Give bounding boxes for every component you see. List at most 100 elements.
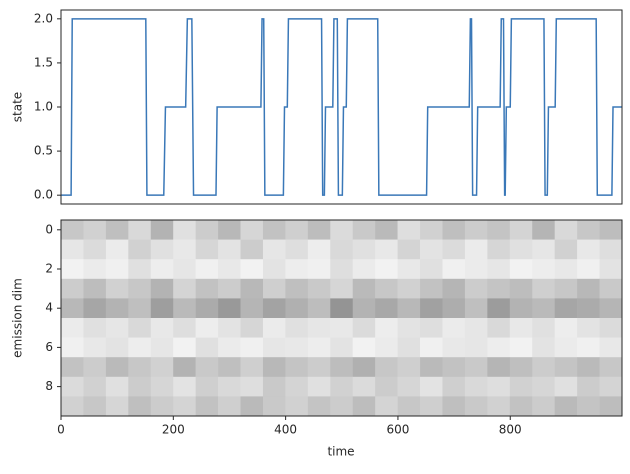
heatmap-cell [599,318,623,338]
heatmap-cell [442,259,466,280]
heatmap-cell [105,318,129,338]
heatmap-cell [285,357,309,378]
heatmap-cell [397,396,421,417]
heatmap-cell [150,239,174,260]
heatmap-cell [195,278,219,299]
heatmap-cell [128,337,152,358]
heatmap-cell [195,239,219,260]
heatmap-cell [307,278,331,299]
heatmap-cell [487,318,511,338]
heatmap-cell [150,376,174,397]
heatmap-cell [173,396,196,417]
heatmap-cell [61,357,84,378]
heatmap-cell [150,337,174,358]
heatmap-cell [218,337,241,358]
heatmap-cell [285,259,309,280]
heatmap-cell [509,318,533,338]
heatmap-cell [397,357,421,378]
heatmap-cell [509,278,533,299]
heatmap-cell [61,376,84,397]
heatmap-cell [464,357,488,378]
heatmap-cell [330,337,354,358]
heatmap-cell [509,239,533,260]
heatmap-cell [195,318,219,338]
heatmap-cell [105,239,129,260]
heatmap-cell [61,396,84,417]
heatmap-cell [554,220,578,240]
heatmap-cell [307,259,331,280]
y-tick-label: 0.5 [34,144,53,158]
x-tick-label: 200 [162,423,185,437]
y-axis-label: emission dim [11,278,25,358]
heatmap-cell [577,357,600,378]
heatmap-cell [375,278,398,299]
heatmap-cell [173,376,196,397]
heatmap-cell [240,298,264,319]
heatmap-cell [532,376,555,397]
heatmap-cell [83,376,107,397]
heatmap-cell [330,239,354,260]
heatmap-cell [375,259,398,280]
heatmap-cell [599,278,623,299]
heatmap-cell [285,396,309,417]
heatmap-cell [218,239,241,260]
heatmap-cell [218,278,241,299]
heatmap-cell [307,298,331,319]
heatmap-cell [105,396,129,417]
heatmap-cell [307,220,331,240]
heatmap-cell [61,318,84,338]
heatmap-cell [599,337,623,358]
heatmap-cell [352,337,376,358]
heatmap-cell [128,396,152,417]
heatmap-cell [554,396,578,417]
heatmap-cell [352,396,376,417]
heatmap-cell [509,259,533,280]
heatmap-cell [195,357,219,378]
heatmap-cell [128,357,152,378]
heatmap-cell [195,376,219,397]
heatmap-cell [218,259,241,280]
heatmap-cell [83,396,107,417]
heatmap-cell [262,259,286,280]
heatmap-cell [150,220,174,240]
heatmap-cell [532,318,555,338]
heatmap-cell [105,259,129,280]
y-tick-label: 4 [45,301,53,315]
heatmap-cell [420,298,443,319]
x-tick-label: 400 [274,423,297,437]
heatmap-cell [532,357,555,378]
heatmap-cell [173,259,196,280]
heatmap-cell [195,220,219,240]
heatmap-cell [240,259,264,280]
heatmap-cell [330,357,354,378]
heatmap-cell [577,396,600,417]
heatmap-cell [285,298,309,319]
heatmap-cell [442,357,466,378]
heatmap-cell [509,220,533,240]
y-tick-label: 2 [45,262,53,276]
heatmap-cell [240,337,264,358]
heatmap-cell [532,278,555,299]
heatmap-cell [442,239,466,260]
heatmap-cell [195,298,219,319]
heatmap-cell [150,357,174,378]
heatmap-cell [150,298,174,319]
heatmap-cell [599,396,623,417]
heatmap-cell [375,239,398,260]
heatmap-cell [352,318,376,338]
heatmap-cell [352,376,376,397]
heatmap-cell [307,318,331,338]
axes-frame [60,9,623,205]
heatmap-cell [397,376,421,397]
heatmap-cell [128,318,152,338]
heatmap-cell [105,357,129,378]
heatmap-cell [487,220,511,240]
heatmap-cell [397,239,421,260]
heatmap-cell [128,298,152,319]
heatmap-cell [554,357,578,378]
heatmap-cell [105,337,129,358]
heatmap-cell [150,318,174,338]
heatmap-cell [61,239,84,260]
heatmap-cell [105,220,129,240]
heatmap-cell [554,376,578,397]
